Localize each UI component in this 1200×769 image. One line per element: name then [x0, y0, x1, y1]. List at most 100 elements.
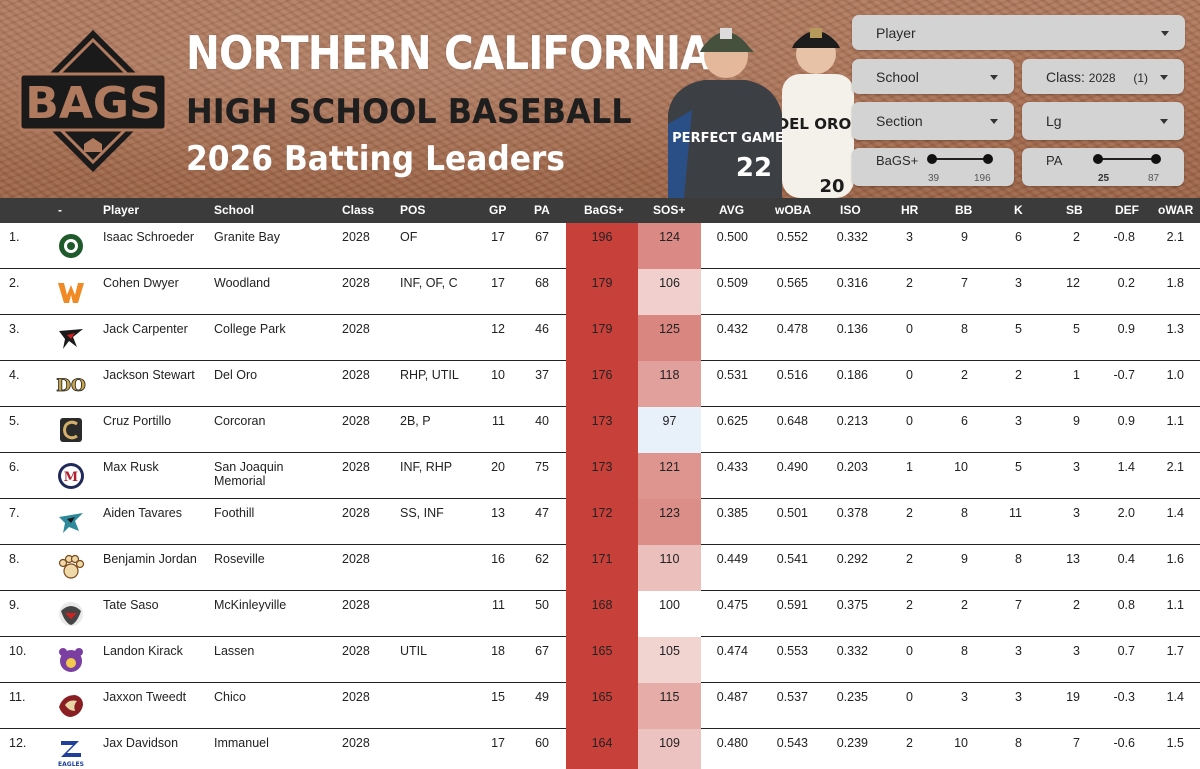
- foothill-falcon-icon: [55, 507, 87, 537]
- cell-player: Max Rusk: [103, 460, 159, 474]
- cell-woba: 0.490: [776, 460, 808, 474]
- cell-iso: 0.239: [836, 736, 868, 750]
- table-row[interactable]: 9. Tate Saso 2028 11 50 168 100 0.475 0.591 0.375…: [0, 591, 1200, 637]
- cell-def: -0.7: [1113, 368, 1135, 382]
- cell-class: 2028: [342, 690, 370, 704]
- table-row[interactable]: 10. Landon Kirack 2028 UTIL 18 67 165 105 0.474 0…: [0, 637, 1200, 683]
- col-bags[interactable]: BaGS+: [584, 203, 624, 217]
- cell-woba: 0.553: [776, 644, 808, 658]
- cell-k: 11: [1009, 506, 1022, 520]
- player-dropdown[interactable]: Player: [852, 15, 1185, 50]
- pa-slider[interactable]: PA 25 87: [1022, 148, 1184, 186]
- cell-school: College Park: [214, 322, 339, 336]
- cell-player: Benjamin Jordan: [103, 552, 197, 566]
- svg-text:22: 22: [736, 153, 772, 183]
- cell-sos: 115: [659, 690, 680, 704]
- cell-sb: 1: [1073, 368, 1080, 382]
- table-row[interactable]: DO 4. Jackson Stewart 2028 RHP, UTIL 10 37 176 1…: [0, 361, 1200, 407]
- col-class[interactable]: Class: [342, 203, 375, 217]
- cell-avg: 0.474: [716, 644, 748, 658]
- col-hr[interactable]: HR: [901, 203, 919, 217]
- cell-school: Granite Bay: [214, 230, 339, 244]
- table-row[interactable]: 7. Aiden Tavares 2028 SS, INF 13 47 172 123 0.38…: [0, 499, 1200, 545]
- table-row[interactable]: 11. Jaxxon Tweedt 2028 15 49 165 115 0.487 0.537…: [0, 683, 1200, 729]
- bags-cell-bg: [566, 545, 638, 591]
- cell-bags: 173: [591, 414, 613, 428]
- cell-gp: 11: [492, 598, 505, 612]
- col-avg[interactable]: AVG: [719, 203, 745, 217]
- cell-class: 2028: [342, 506, 370, 520]
- cell-player: Aiden Tavares: [103, 506, 182, 520]
- col-sos[interactable]: SOS+: [653, 203, 686, 217]
- col-owar[interactable]: oWAR: [1158, 203, 1194, 217]
- col-woba[interactable]: wOBA: [775, 203, 811, 217]
- table-row[interactable]: M 6. Max Rusk 2028 INF, RHP 20 75 173 121 0.433 0.…: [0, 453, 1200, 499]
- cell-school: San Joaquin Memorial: [214, 460, 339, 488]
- section-dropdown[interactable]: Section: [852, 102, 1014, 140]
- cell-rank: 7.: [9, 506, 20, 520]
- cell-def: 0.7: [1117, 644, 1135, 658]
- school-dropdown[interactable]: School: [852, 59, 1014, 94]
- cell-sb: 2: [1073, 598, 1080, 612]
- corcoran-c-icon: [55, 415, 87, 445]
- cell-def: 0.8: [1117, 598, 1135, 612]
- cell-rank: 1.: [9, 230, 20, 244]
- cell-sb: 13: [1066, 552, 1080, 566]
- col-iso[interactable]: ISO: [840, 203, 861, 217]
- cell-rank: 11.: [9, 690, 26, 704]
- cell-sos: 105: [659, 644, 680, 658]
- cell-player: Jaxxon Tweedt: [103, 690, 187, 704]
- sos-cell-bg: [638, 223, 701, 269]
- cell-owar: 1.7: [1166, 644, 1184, 658]
- col-gp[interactable]: GP: [489, 203, 507, 217]
- pa-slider-track[interactable]: [1098, 158, 1156, 160]
- bags-slider[interactable]: BaGS+ 39 196: [852, 148, 1014, 186]
- pa-slider-min-handle[interactable]: [1093, 154, 1103, 164]
- cell-iso: 0.332: [836, 230, 868, 244]
- pa-slider-max-handle[interactable]: [1151, 154, 1161, 164]
- lassen-grizzly-icon: [55, 645, 87, 675]
- cell-rank: 10.: [9, 644, 27, 658]
- table-row[interactable]: EAGLES 12. Jax Davidson 2028 17 60 164 109 0.480…: [0, 729, 1200, 769]
- cell-gp: 15: [491, 690, 505, 704]
- cell-bb: 10: [954, 736, 968, 750]
- table-row[interactable]: 3. Jack Carpenter 2028 12 46 179 125 0.432 0.478…: [0, 315, 1200, 361]
- col-bb[interactable]: BB: [955, 203, 973, 217]
- col-sb[interactable]: SB: [1066, 203, 1083, 217]
- col-school[interactable]: School: [214, 203, 255, 217]
- cell-avg: 0.433: [716, 460, 748, 474]
- cell-k: 6: [1015, 230, 1022, 244]
- sos-cell-bg: [638, 315, 701, 361]
- col-dash[interactable]: -: [58, 203, 62, 217]
- cell-sb: 7: [1073, 736, 1080, 750]
- cell-avg: 0.449: [716, 552, 748, 566]
- table-row[interactable]: 5. Cruz Portillo 2028 2B, P 11 40 173 97 0.625 0.…: [0, 407, 1200, 453]
- bags-slider-max-handle[interactable]: [983, 154, 993, 164]
- table-row[interactable]: 2. Cohen Dwyer 2028 INF, OF, C 17 68 179 106 0.5…: [0, 269, 1200, 315]
- sos-cell-bg: [638, 729, 701, 769]
- cell-sb: 3: [1073, 506, 1080, 520]
- cell-sos: 106: [659, 276, 680, 290]
- cell-class: 2028: [342, 552, 370, 566]
- table-row[interactable]: 8. Benjamin Jordan 2028 16 62 171 110 0.449 0.54…: [0, 545, 1200, 591]
- cell-gp: 10: [491, 368, 505, 382]
- col-player[interactable]: Player: [103, 203, 140, 217]
- col-pos[interactable]: POS: [400, 203, 426, 217]
- cell-def: -0.8: [1113, 230, 1135, 244]
- bags-cell-bg: [566, 683, 638, 729]
- col-pa[interactable]: PA: [534, 203, 550, 217]
- cell-sb: 3: [1073, 460, 1080, 474]
- class-count: (1): [1133, 70, 1149, 85]
- cell-hr: 0: [906, 690, 913, 704]
- chevron-down-icon: [1160, 74, 1168, 80]
- sos-cell-bg: [638, 269, 701, 315]
- cell-bb: 6: [961, 414, 968, 428]
- bags-slider-track[interactable]: [932, 158, 988, 160]
- cell-def: 0.9: [1117, 414, 1135, 428]
- table-row[interactable]: 1. Isaac Schroeder 2028 OF 17 67 196 124 0.500 0.…: [0, 223, 1200, 269]
- bags-slider-min-handle[interactable]: [927, 154, 937, 164]
- col-def[interactable]: DEF: [1115, 203, 1139, 217]
- col-k[interactable]: K: [1014, 203, 1023, 217]
- class-dropdown[interactable]: Class: 2028 (1): [1022, 59, 1184, 94]
- lg-dropdown[interactable]: Lg: [1022, 102, 1184, 140]
